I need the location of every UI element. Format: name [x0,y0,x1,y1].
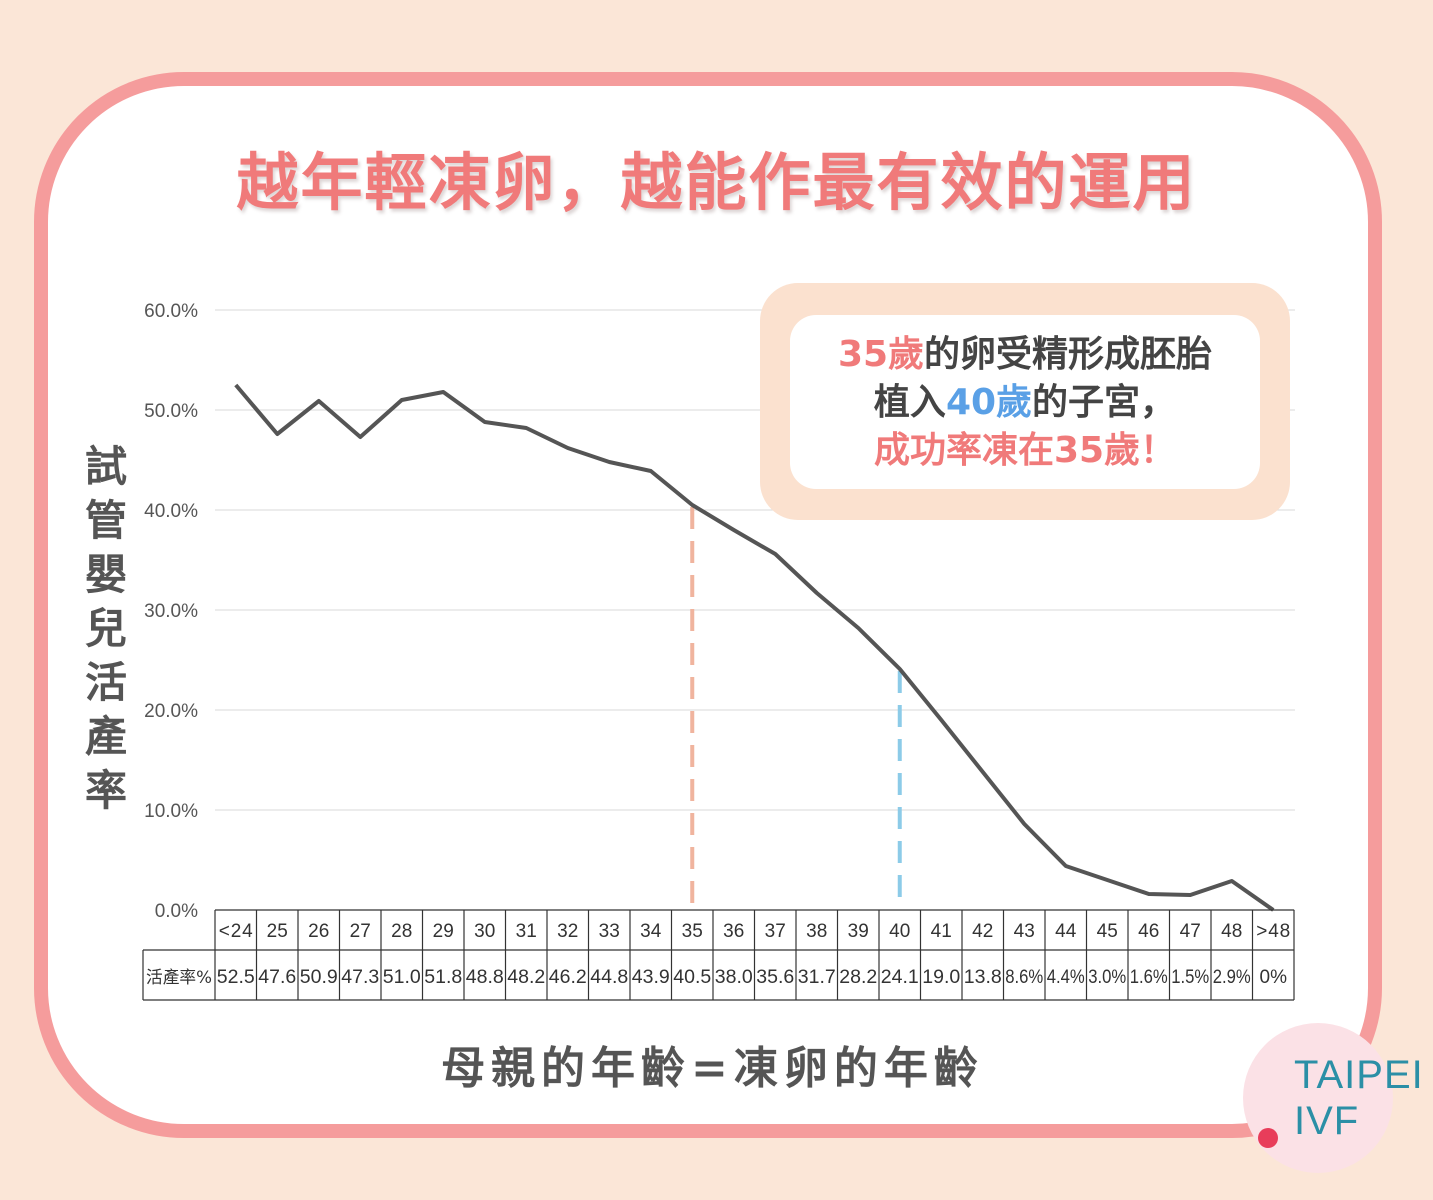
x-tick-label: 31 [516,921,537,942]
data-label: 44.8 [590,967,628,988]
y-tick-label: 50.0% [144,401,198,422]
logo-line1: TAIPEI [1294,1053,1424,1097]
data-label: 28.2 [839,967,877,988]
data-label: 24.1 [881,967,919,988]
data-label: 52.5 [217,967,255,988]
data-label: 35.6 [756,967,794,988]
x-tick-label: 46 [1138,921,1159,942]
y-tick-label: 60.0% [144,301,198,322]
x-tick-label: 27 [350,921,371,942]
data-label: 4.4% [1047,967,1085,988]
x-tick-label: 28 [391,921,412,942]
logo-text: TAIPEI IVF [1294,1052,1424,1144]
callout-box: 35歲的卵受精形成胚胎 植入40歲的子宮， 成功率凍在35歲！ [760,283,1290,520]
data-label: 0% [1260,967,1288,988]
data-label: 2.9% [1213,967,1251,988]
data-label: 48.8 [466,967,504,988]
y-tick-label: 40.0% [144,501,198,522]
data-label: 47.6 [258,967,296,988]
callout-line2: 的子宮， [1032,382,1177,423]
data-label: 1.5% [1171,967,1209,988]
x-tick-label: 29 [433,921,454,942]
data-label: 43.9 [632,967,670,988]
y-tick-label: 0.0% [155,901,198,922]
x-tick-label: 30 [474,921,495,942]
callout-line1: 的卵受精形成胚胎 [924,334,1213,375]
data-label: 46.2 [549,967,587,988]
y-tick-label: 30.0% [144,601,198,622]
x-tick-label: 45 [1097,921,1118,942]
data-label: 1.6% [1130,967,1168,988]
x-tick-label: 41 [931,921,952,942]
x-tick-label: 36 [723,921,744,942]
series-line [234,383,1275,912]
x-tick-label: 43 [1014,921,1035,942]
x-tick-label: 47 [1180,921,1201,942]
y-axis-label: 試管嬰兒活產率 [84,442,127,815]
x-axis-label: 母親的年齡=凍卵的年齡 [441,1043,984,1094]
data-label: 47.3 [341,967,379,988]
data-label: 51.8 [424,967,462,988]
x-tick-label: 38 [806,921,827,942]
data-label: 40.5 [673,967,711,988]
table-row-label: 活產率% [146,968,212,988]
data-label: 31.7 [798,967,836,988]
x-tick-label: 34 [640,921,662,942]
logo-dot-icon [1258,1128,1278,1148]
page-title: 越年輕凍卵，越能作最有效的運用 [236,146,1197,219]
callout-line3: 成功率凍在35歲！ [873,430,1177,471]
data-label: 50.9 [300,967,338,988]
x-tick-label: 25 [267,921,288,942]
x-tick-label: 48 [1221,921,1242,942]
x-tick-label: 39 [848,921,869,942]
chart-card [34,72,1382,1138]
data-label: 19.0 [922,967,960,988]
callout-age-35: 35歲 [837,334,925,375]
data-label: 38.0 [715,967,753,988]
x-tick-label: 33 [599,921,620,942]
data-label: 13.8 [964,967,1002,988]
x-tick-label: 42 [972,921,993,942]
callout-text: 35歲的卵受精形成胚胎 植入40歲的子宮， 成功率凍在35歲！ [790,315,1260,489]
data-label: 3.0% [1088,967,1126,988]
logo-line2: IVF [1294,1099,1360,1143]
x-tick-label: 26 [308,921,329,942]
y-tick-label: 10.0% [144,801,198,822]
x-tick-label: 32 [557,921,578,942]
x-tick-label: 40 [889,921,910,942]
logo-badge [1243,1023,1393,1173]
data-label: 51.0 [383,967,421,988]
data-label: 48.2 [507,967,545,988]
x-tick-label: 44 [1055,921,1077,942]
x-tick-label: 35 [682,921,703,942]
callout-line2-pre: 植入 [873,382,946,423]
data-label: 8.6% [1005,967,1043,988]
x-tick-label: 37 [765,921,786,942]
x-tick-label: >48 [1256,921,1290,942]
callout-age-40: 40歲 [945,382,1033,423]
x-tick-label: <24 [219,921,253,942]
y-tick-label: 20.0% [144,701,198,722]
